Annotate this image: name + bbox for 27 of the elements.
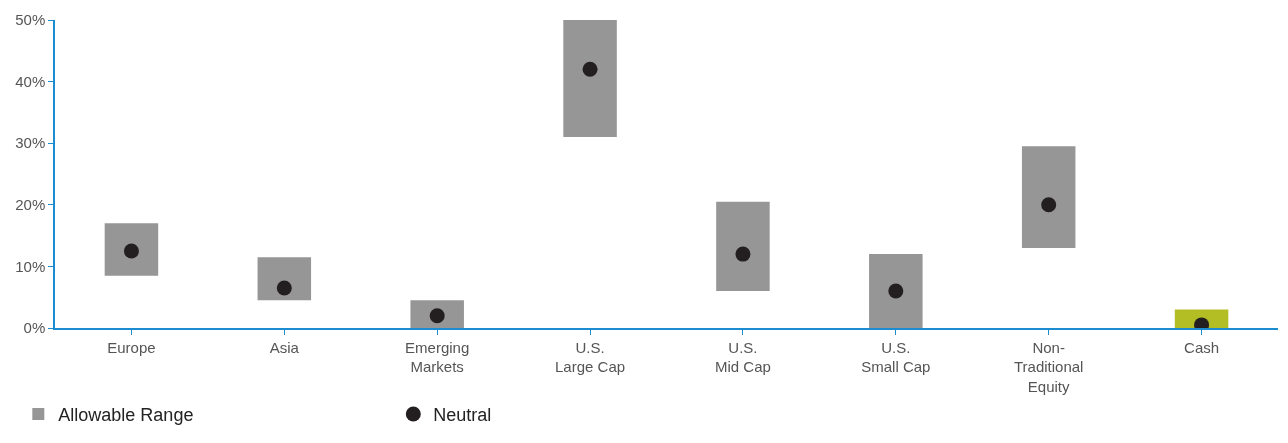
x-tick-label: U.S. Mid Cap [715, 338, 771, 376]
y-tick-label: 10% [15, 257, 46, 275]
legend-label: Allowable Range [58, 404, 194, 425]
point [735, 246, 751, 262]
point [1041, 197, 1057, 213]
x-tick-label: Emerging Markets [405, 338, 470, 376]
y-tick-label: 40% [15, 72, 46, 90]
x-tick-label: Non- Traditional Equity [1013, 338, 1084, 395]
bar [716, 201, 770, 292]
bar [869, 254, 923, 328]
x-tick-label: U.S. Small Cap [861, 338, 931, 376]
point [276, 280, 292, 296]
x-tick-label: Europe [107, 338, 156, 356]
x-tick-label: Asia [269, 338, 300, 356]
point [888, 283, 904, 299]
x-tick-label: U.S. Large Cap [555, 338, 626, 376]
legend-label: Neutral [433, 404, 492, 425]
bar [563, 20, 617, 138]
y-tick-label: 20% [15, 196, 46, 214]
y-tick-label: 50% [15, 11, 46, 29]
bar [257, 257, 312, 301]
x-tick-label: Cash [1184, 338, 1220, 356]
point [582, 61, 598, 77]
bar [1021, 146, 1076, 248]
bar [104, 223, 159, 276]
y-tick-label: 30% [15, 134, 46, 152]
y-tick-label: 0% [23, 319, 46, 337]
